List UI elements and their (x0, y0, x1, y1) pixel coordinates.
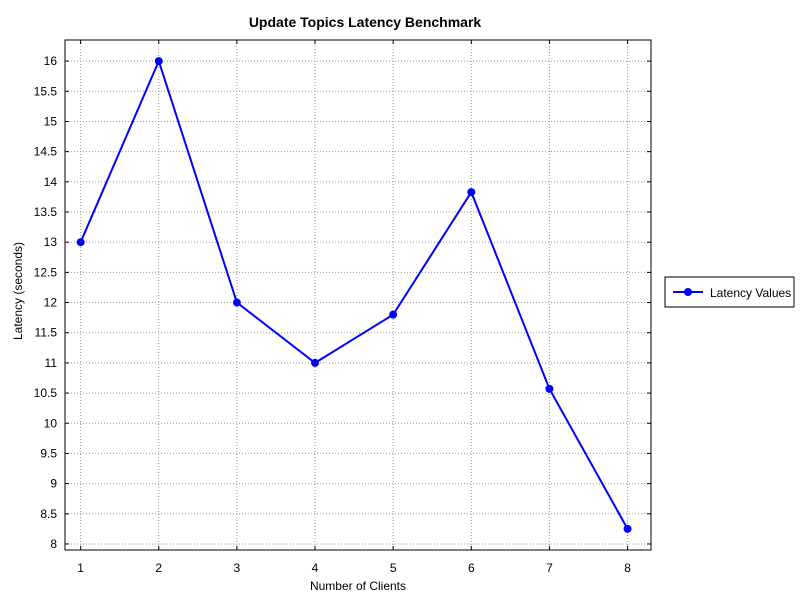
y-tick-label: 13 (44, 235, 58, 249)
y-tick-label: 11.5 (35, 326, 58, 340)
y-tick-label: 13.5 (34, 205, 58, 219)
legend-marker-swatch (684, 288, 692, 296)
x-tick-label: 7 (546, 561, 553, 575)
y-tick-label: 8.5 (40, 507, 57, 521)
chart-title: Update Topics Latency Benchmark (249, 14, 482, 30)
y-tick-label: 16 (44, 54, 58, 68)
data-point (154, 57, 163, 66)
y-tick-label: 9 (50, 477, 57, 491)
y-tick-label: 15.5 (34, 84, 58, 98)
grid-lines (65, 40, 651, 550)
y-axis-label: Latency (seconds) (11, 242, 25, 340)
x-tick-label: 8 (624, 561, 631, 575)
legend-label: Latency Values (710, 286, 791, 300)
x-tick-label: 2 (155, 561, 162, 575)
data-point (623, 524, 632, 533)
x-tick-label: 3 (234, 561, 241, 575)
y-tick-label: 10.5 (34, 386, 58, 400)
data-point (232, 298, 241, 307)
data-point (76, 238, 85, 247)
x-axis-label: Number of Clients (310, 579, 406, 593)
y-tick-label: 12 (44, 296, 58, 310)
y-tick-label: 14.5 (34, 145, 58, 159)
legend: Latency Values (664, 276, 795, 308)
y-tick-label: 15 (44, 114, 58, 128)
data-point (389, 310, 398, 319)
y-tick-label: 11 (45, 356, 58, 370)
x-tick-label: 1 (77, 561, 84, 575)
y-tick-label: 14 (44, 175, 58, 189)
series-layer (76, 57, 632, 533)
y-tick-label: 8 (50, 537, 57, 551)
data-point (311, 358, 320, 367)
data-point (545, 384, 554, 393)
y-tick-label: 9.5 (40, 446, 57, 460)
x-tick-label: 4 (312, 561, 319, 575)
plot-area (64, 39, 652, 551)
y-tick-label: 10 (44, 416, 58, 430)
axis-ticks: 1 2 3 4 5 6 7 888.599.51010.51111.51212.51313.5… (34, 40, 651, 575)
x-tick-label: 5 (390, 561, 397, 575)
data-point (467, 188, 476, 197)
y-tick-label: 12.5 (34, 265, 58, 279)
series-line (79, 58, 629, 530)
x-tick-label: 6 (468, 561, 475, 575)
